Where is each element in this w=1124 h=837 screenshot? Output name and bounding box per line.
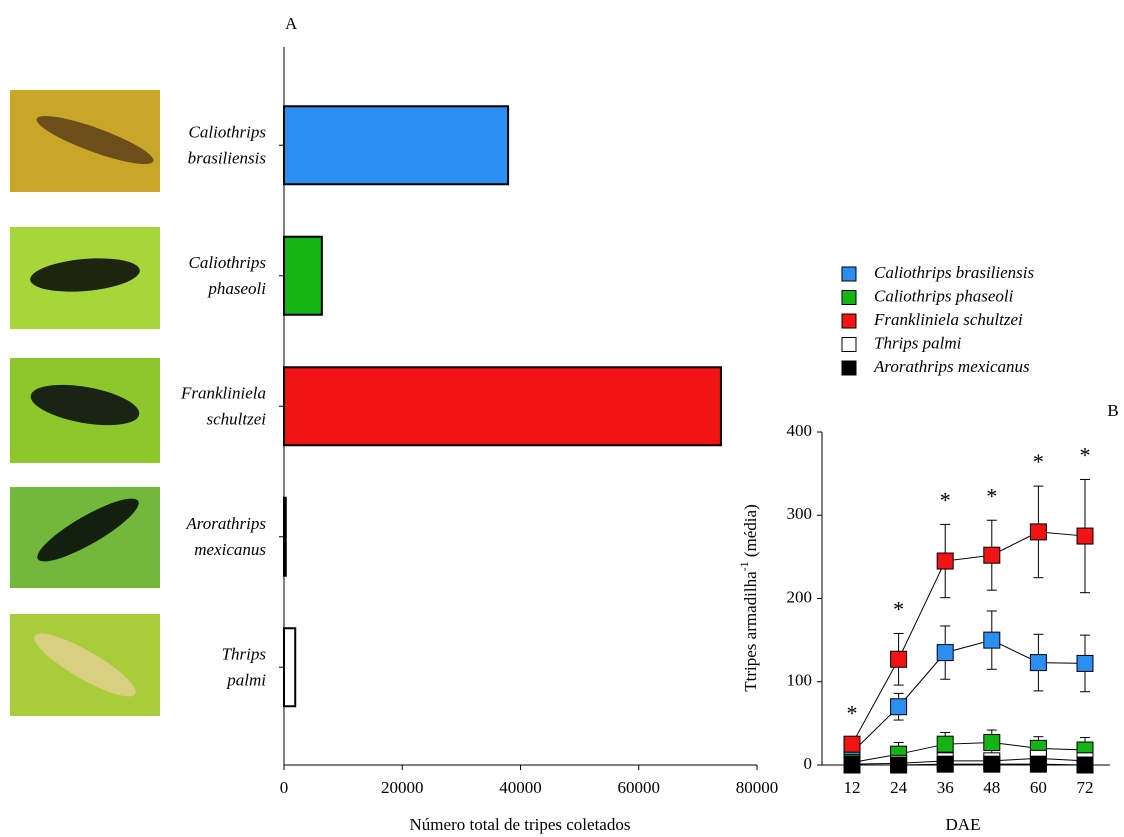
point	[1077, 655, 1093, 671]
point	[937, 645, 953, 661]
point	[984, 632, 1000, 648]
series-line	[852, 743, 1085, 763]
point	[1030, 756, 1046, 772]
bar	[284, 367, 721, 445]
point	[937, 756, 953, 772]
x-tick-label: 40000	[499, 778, 542, 797]
category-label: Frankliniela schultzei	[180, 383, 266, 428]
category-label: Caliothrips phaseoli	[189, 253, 267, 298]
point	[1030, 524, 1046, 540]
legend-marker	[842, 267, 856, 281]
legend-label: Thrips palmi	[874, 333, 962, 352]
y-tick-label: 200	[787, 587, 813, 606]
x-tick-label: 0	[280, 778, 289, 797]
series-line	[852, 640, 1085, 752]
photos	[10, 90, 160, 716]
category-label-line: palmi	[226, 670, 266, 689]
point	[844, 757, 860, 773]
legend-marker	[842, 361, 856, 375]
category-label-line: Caliothrips	[189, 253, 267, 272]
point	[937, 553, 953, 569]
point	[844, 736, 860, 752]
point	[1030, 655, 1046, 671]
y-tick-label: 100	[787, 671, 813, 690]
bar	[284, 106, 508, 184]
y-tick-label: 0	[804, 754, 813, 773]
y-tick-label: 400	[787, 421, 813, 440]
category-label-line: Thrips	[222, 644, 267, 663]
legend-marker	[842, 314, 856, 328]
point	[1077, 528, 1093, 544]
x-tick-label: 36	[937, 778, 954, 797]
x-tick-label: 60000	[618, 778, 661, 797]
legend-marker	[842, 338, 856, 352]
category-label: Caliothrips brasiliensis	[188, 122, 267, 167]
x-tick-label: 12	[844, 778, 861, 797]
legend-label: Frankliniela schultzei	[873, 310, 1023, 329]
legend-label: Arorathrips mexicanus	[873, 357, 1030, 376]
legend-marker	[842, 291, 856, 305]
legend-label: Caliothrips phaseoli	[874, 286, 1014, 305]
x-tick-label: 60	[1030, 778, 1047, 797]
panel-title: B	[1107, 401, 1118, 420]
category-label: Thrips palmi	[222, 644, 267, 689]
point	[891, 699, 907, 715]
category-label-line: Arorathrips	[185, 514, 266, 533]
category-label: Arorathrips mexicanus	[185, 514, 266, 559]
point	[984, 735, 1000, 751]
x-tick-label: 48	[983, 778, 1000, 797]
legend-label: Caliothrips brasiliensis	[874, 263, 1034, 282]
x-axis-label: DAE	[946, 815, 981, 834]
x-axis-label: Número total de tripes coletados	[410, 815, 631, 834]
significance-mark: *	[1033, 449, 1044, 474]
series-line	[852, 532, 1085, 744]
point	[937, 736, 953, 752]
category-label-line: phaseoli	[207, 279, 266, 298]
series-line	[852, 758, 1085, 764]
category-label-line: brasiliensis	[188, 148, 267, 167]
significance-mark: *	[1080, 442, 1091, 467]
x-tick-label: 20000	[381, 778, 424, 797]
x-tick-label: 72	[1077, 778, 1094, 797]
point	[984, 547, 1000, 563]
figure: A Número total de tripes coletados B DAE…	[0, 0, 1124, 837]
point	[984, 756, 1000, 772]
bar	[284, 498, 286, 576]
category-label-line: schultzei	[207, 409, 267, 428]
y-axis-label-text: Ttripes armadilha	[741, 571, 760, 692]
significance-mark: *	[940, 487, 951, 512]
category-label-line: mexicanus	[194, 540, 266, 559]
point	[891, 651, 907, 667]
y-axis-label-sup: -1	[737, 561, 751, 571]
y-axis-label-text: (média)	[741, 504, 760, 561]
significance-mark: *	[847, 701, 858, 726]
significance-mark: *	[893, 597, 904, 622]
y-tick-label: 300	[787, 504, 813, 523]
panel-title: A	[285, 14, 298, 33]
y-axis-label: Ttripes armadilha-1 (média)	[737, 504, 760, 691]
category-label-line: Frankliniela	[180, 383, 266, 402]
x-tick-label: 80000	[736, 778, 779, 797]
bar	[284, 237, 322, 315]
significance-mark: *	[986, 483, 997, 508]
bar	[284, 628, 295, 706]
point	[891, 757, 907, 773]
category-label-line: Caliothrips	[189, 122, 267, 141]
point	[1077, 757, 1093, 773]
x-tick-label: 24	[890, 778, 908, 797]
